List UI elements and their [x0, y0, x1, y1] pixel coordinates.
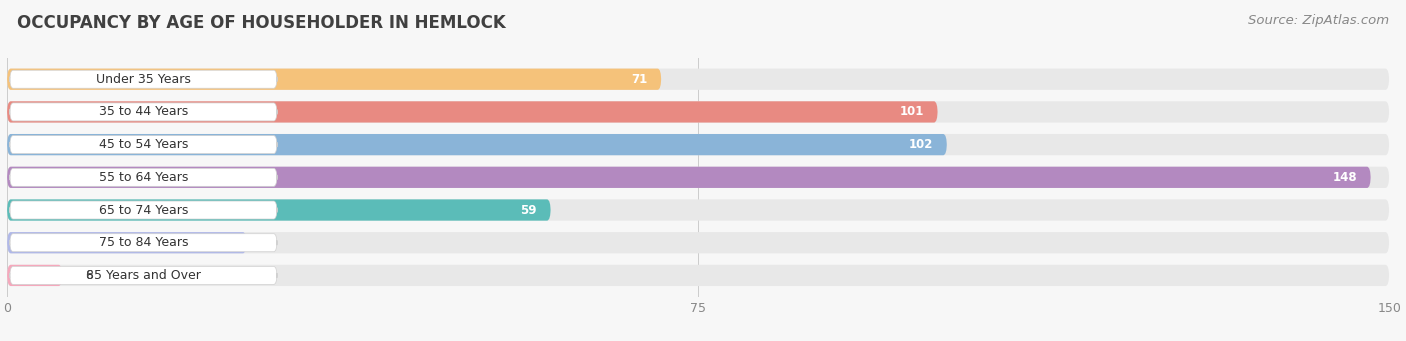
Text: 35 to 44 Years: 35 to 44 Years — [98, 105, 188, 118]
FancyBboxPatch shape — [7, 265, 1389, 286]
Text: 59: 59 — [520, 204, 537, 217]
Text: Source: ZipAtlas.com: Source: ZipAtlas.com — [1249, 14, 1389, 27]
FancyBboxPatch shape — [7, 167, 1389, 188]
Text: 71: 71 — [631, 73, 647, 86]
FancyBboxPatch shape — [7, 69, 1389, 90]
Text: OCCUPANCY BY AGE OF HOUSEHOLDER IN HEMLOCK: OCCUPANCY BY AGE OF HOUSEHOLDER IN HEMLO… — [17, 14, 506, 32]
FancyBboxPatch shape — [10, 103, 277, 121]
FancyBboxPatch shape — [7, 167, 1371, 188]
FancyBboxPatch shape — [7, 232, 246, 253]
FancyBboxPatch shape — [7, 232, 1389, 253]
Text: 45 to 54 Years: 45 to 54 Years — [98, 138, 188, 151]
FancyBboxPatch shape — [10, 136, 277, 153]
FancyBboxPatch shape — [7, 199, 1389, 221]
FancyBboxPatch shape — [7, 134, 946, 155]
Text: 148: 148 — [1333, 171, 1357, 184]
Text: 55 to 64 Years: 55 to 64 Years — [98, 171, 188, 184]
FancyBboxPatch shape — [7, 265, 62, 286]
FancyBboxPatch shape — [10, 201, 277, 219]
FancyBboxPatch shape — [7, 101, 1389, 122]
Text: 26: 26 — [217, 236, 233, 249]
FancyBboxPatch shape — [10, 168, 277, 186]
Text: 101: 101 — [900, 105, 924, 118]
FancyBboxPatch shape — [10, 70, 277, 88]
Text: 6: 6 — [86, 269, 93, 282]
Text: 102: 102 — [908, 138, 934, 151]
FancyBboxPatch shape — [10, 234, 277, 252]
Text: 75 to 84 Years: 75 to 84 Years — [98, 236, 188, 249]
FancyBboxPatch shape — [7, 134, 1389, 155]
Text: 85 Years and Over: 85 Years and Over — [86, 269, 201, 282]
FancyBboxPatch shape — [7, 199, 551, 221]
Text: Under 35 Years: Under 35 Years — [96, 73, 191, 86]
Text: 65 to 74 Years: 65 to 74 Years — [98, 204, 188, 217]
FancyBboxPatch shape — [7, 69, 661, 90]
FancyBboxPatch shape — [7, 101, 938, 122]
FancyBboxPatch shape — [10, 266, 277, 284]
